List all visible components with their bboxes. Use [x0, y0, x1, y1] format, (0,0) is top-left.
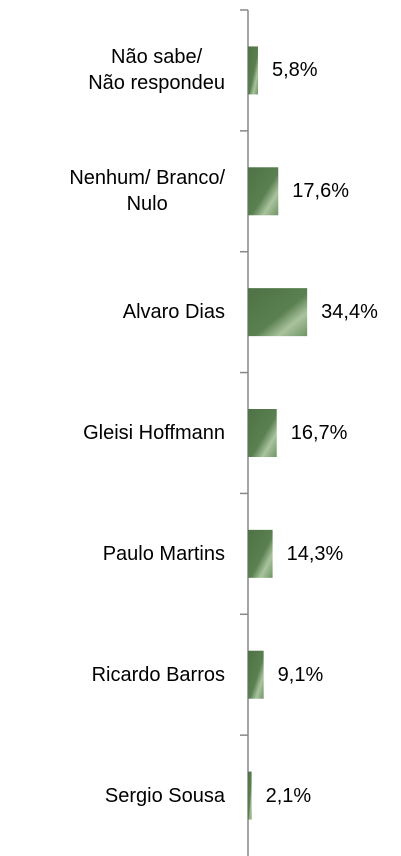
bar — [248, 409, 277, 457]
category-label: Nenhum/ Branco/ Nulo — [69, 167, 225, 216]
value-label: 34,4% — [321, 301, 378, 324]
bar — [248, 167, 279, 216]
category-label: Paulo Martins — [102, 542, 225, 565]
bar — [248, 650, 264, 699]
bar — [248, 529, 273, 578]
value-label: 2,1% — [265, 784, 312, 807]
value-label: 17,6% — [292, 180, 349, 203]
bar — [248, 46, 258, 95]
bar — [248, 288, 308, 337]
category-label: Ricardo Barros — [91, 663, 225, 686]
category-label: Sergio Sousa — [104, 784, 225, 807]
value-label: 14,3% — [286, 542, 344, 565]
category-label: Alvaro Dias — [122, 301, 225, 324]
category-label: Não sabe/ Não respondeu — [88, 46, 225, 95]
value-label: 16,7% — [290, 422, 348, 444]
value-label: 9,1% — [277, 663, 324, 686]
value-label: 5,8% — [271, 59, 318, 82]
category-label: Gleisi Hoffmann — [83, 422, 225, 444]
bar — [248, 771, 252, 820]
